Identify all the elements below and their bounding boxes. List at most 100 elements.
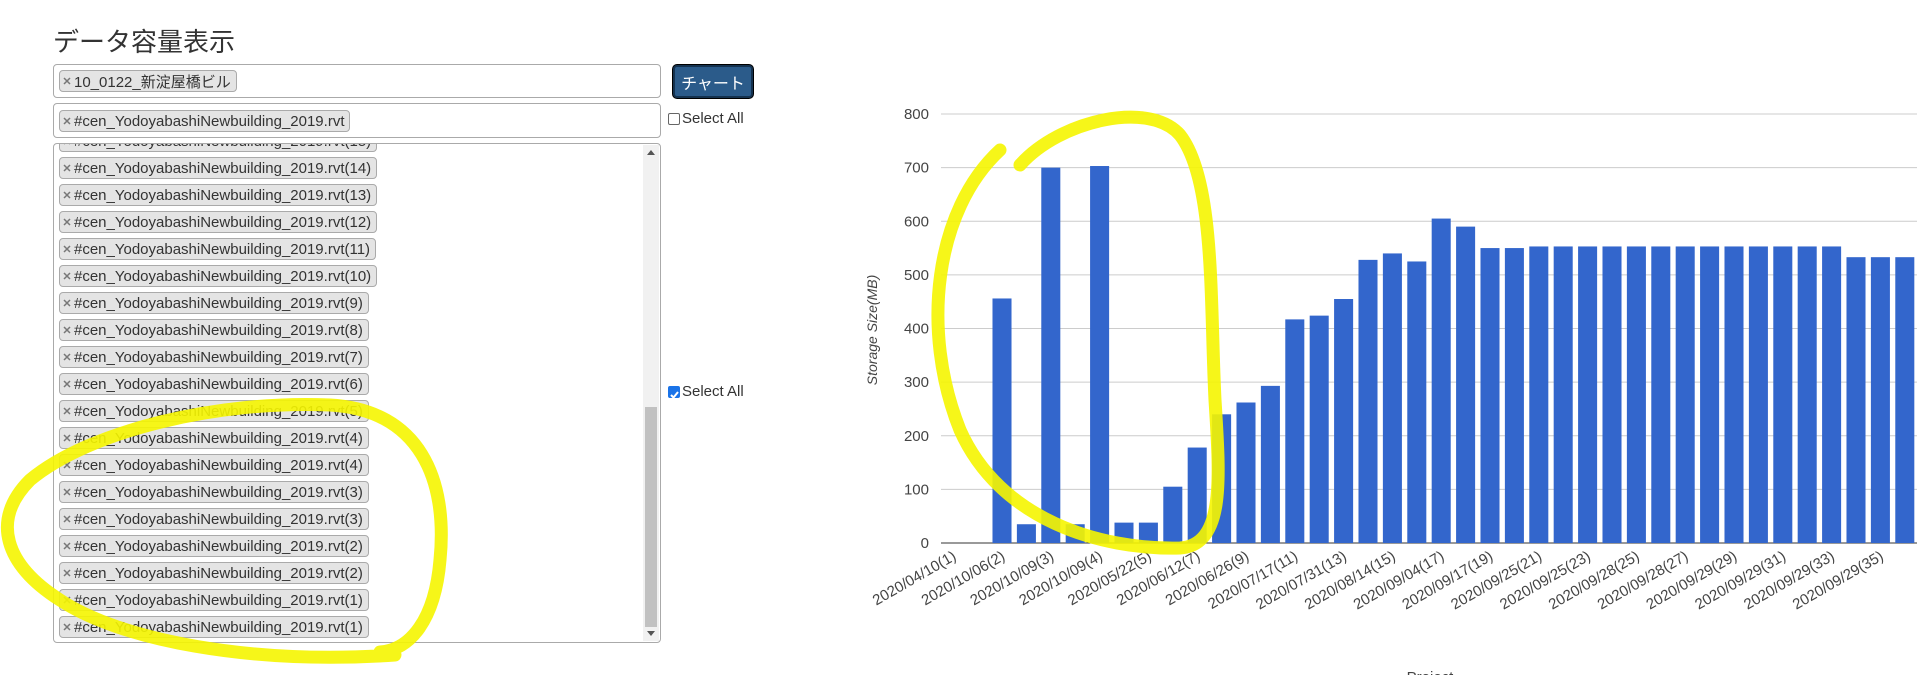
version-tag[interactable]: #cen_YodoyabashiNewbuilding_2019.rvt(8): [59, 319, 369, 341]
bar: [1431, 218, 1451, 543]
bar: [1773, 246, 1793, 544]
select-all-models[interactable]: Select All: [668, 110, 744, 127]
remove-icon[interactable]: [63, 117, 71, 125]
page-title: データ容量表示: [53, 27, 236, 57]
bar: [1212, 414, 1232, 543]
version-tag[interactable]: #cen_YodoyabashiNewbuilding_2019.rvt(7): [59, 346, 369, 368]
tag-text: #cen_YodoyabashiNewbuilding_2019.rvt(7): [74, 348, 363, 366]
y-tick-label: 700: [904, 160, 929, 177]
remove-icon[interactable]: [63, 353, 71, 361]
scroll-up[interactable]: [647, 149, 655, 155]
bar: [1456, 226, 1476, 544]
bar: [1041, 167, 1061, 543]
project-tag[interactable]: 10_0122_新淀屋橋ビル: [59, 70, 237, 92]
bar: [1382, 253, 1402, 544]
y-tick-label: 800: [904, 106, 929, 123]
y-tick-label: 100: [904, 481, 929, 498]
bar: [1748, 246, 1768, 544]
bar: [1578, 246, 1598, 544]
remove-icon[interactable]: [63, 164, 71, 172]
tag-text: #cen_YodoyabashiNewbuilding_2019.rvt(11): [74, 240, 371, 258]
bar: [1407, 261, 1427, 543]
y-tick-label: 600: [904, 213, 929, 230]
bar: [1016, 524, 1036, 543]
remove-icon[interactable]: [63, 326, 71, 334]
bar: [1138, 522, 1158, 543]
checkbox-label: Select All: [682, 110, 744, 127]
checkbox-label: Select All: [682, 383, 744, 400]
bar: [1309, 315, 1329, 543]
model-tag[interactable]: #cen_YodoyabashiNewbuilding_2019.rvt: [59, 110, 351, 132]
bar: [1724, 246, 1744, 544]
bar: [1163, 486, 1183, 543]
remove-icon[interactable]: [63, 218, 71, 226]
tag-text: #cen_YodoyabashiNewbuilding_2019.rvt(9): [74, 294, 363, 312]
remove-icon[interactable]: [63, 380, 71, 388]
tag-text: #cen_YodoyabashiNewbuilding_2019.rvt(13): [74, 186, 372, 204]
scroll-thumb[interactable]: [645, 407, 657, 627]
bar: [1504, 248, 1524, 543]
bar: [1675, 246, 1695, 544]
bar: [1114, 522, 1134, 543]
version-tag[interactable]: #cen_YodoyabashiNewbuilding_2019.rvt(9): [59, 292, 369, 314]
version-tag[interactable]: #cen_YodoyabashiNewbuilding_2019.rvt(14): [59, 157, 378, 179]
bar: [1285, 319, 1305, 543]
y-tick-label: 0: [921, 535, 929, 552]
scrollbar[interactable]: [643, 145, 659, 641]
bar: [1846, 257, 1866, 543]
remove-icon[interactable]: [63, 77, 71, 85]
tag-text: #cen_YodoyabashiNewbuilding_2019.rvt(8): [74, 321, 363, 339]
bar: [1480, 248, 1500, 543]
tag-text: 10_0122_新淀屋橋ビル: [74, 73, 231, 91]
bar: [1797, 246, 1817, 544]
bar: [1602, 246, 1622, 544]
version-tag[interactable]: #cen_YodoyabashiNewbuilding_2019.rvt(13): [59, 184, 378, 206]
bar: [1870, 257, 1890, 543]
version-tag[interactable]: #cen_YodoyabashiNewbuilding_2019.rvt(11): [59, 238, 377, 260]
y-tick-label: 300: [904, 374, 929, 391]
x-axis-label: Project: [1407, 669, 1455, 675]
bar: [1358, 259, 1378, 543]
bar: [1626, 246, 1646, 544]
tag-text: #cen_YodoyabashiNewbuilding_2019.rvt(15): [74, 144, 371, 150]
y-axis-label: Storage Size(MB): [864, 275, 880, 385]
remove-icon[interactable]: [63, 299, 71, 307]
checkbox[interactable]: [668, 385, 680, 399]
y-tick-label: 500: [904, 267, 929, 284]
bar: [1260, 385, 1280, 543]
tag-text: #cen_YodoyabashiNewbuilding_2019.rvt(12): [74, 213, 372, 231]
tag-text: #cen_YodoyabashiNewbuilding_2019.rvt(10): [74, 267, 372, 285]
select-all-versions[interactable]: Select All: [668, 383, 744, 400]
remove-icon[interactable]: [63, 272, 71, 280]
checkbox[interactable]: [668, 112, 680, 125]
remove-icon[interactable]: [63, 245, 71, 253]
version-tag[interactable]: #cen_YodoyabashiNewbuilding_2019.rvt(10): [59, 265, 378, 287]
bar: [1553, 246, 1573, 544]
bar: [1236, 402, 1256, 543]
bar: [1065, 524, 1085, 543]
bar: [1700, 246, 1720, 544]
bar: [1895, 257, 1915, 543]
version-tag[interactable]: #cen_YodoyabashiNewbuilding_2019.rvt(15): [59, 144, 378, 152]
scroll-down[interactable]: [647, 631, 655, 637]
tag-text: #cen_YodoyabashiNewbuilding_2019.rvt(6): [74, 375, 363, 393]
bar: [1822, 246, 1842, 544]
y-tick-label: 400: [904, 321, 929, 338]
bar: [1651, 246, 1671, 544]
chart-button[interactable]: チャート: [673, 65, 753, 98]
version-tag[interactable]: #cen_YodoyabashiNewbuilding_2019.rvt(6): [59, 373, 369, 395]
y-tick-label: 200: [904, 428, 929, 445]
check-icon: [670, 390, 679, 399]
project-select[interactable]: 10_0122_新淀屋橋ビル: [53, 64, 661, 98]
tag-text: #cen_YodoyabashiNewbuilding_2019.rvt(14): [74, 159, 372, 177]
bar: [1187, 447, 1207, 543]
remove-icon[interactable]: [63, 191, 71, 199]
tag-text: #cen_YodoyabashiNewbuilding_2019.rvt: [74, 112, 345, 130]
model-select[interactable]: #cen_YodoyabashiNewbuilding_2019.rvt: [53, 103, 661, 138]
version-tag[interactable]: #cen_YodoyabashiNewbuilding_2019.rvt(12): [59, 211, 378, 233]
bar: [1334, 299, 1354, 543]
bar: [1529, 246, 1549, 544]
bar: [992, 298, 1012, 543]
